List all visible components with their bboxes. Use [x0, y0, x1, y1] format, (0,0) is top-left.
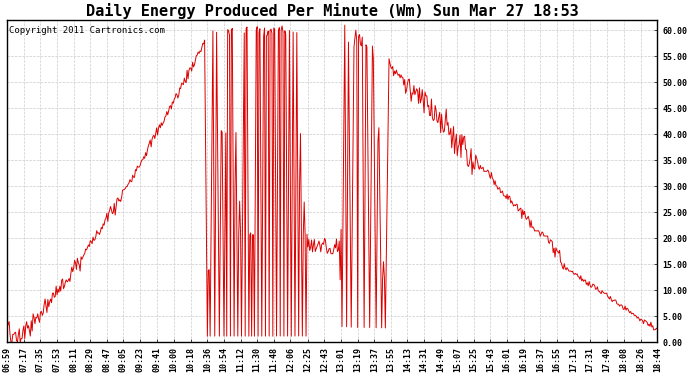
Text: Copyright 2011 Cartronics.com: Copyright 2011 Cartronics.com — [8, 26, 164, 35]
Title: Daily Energy Produced Per Minute (Wm) Sun Mar 27 18:53: Daily Energy Produced Per Minute (Wm) Su… — [86, 3, 579, 19]
